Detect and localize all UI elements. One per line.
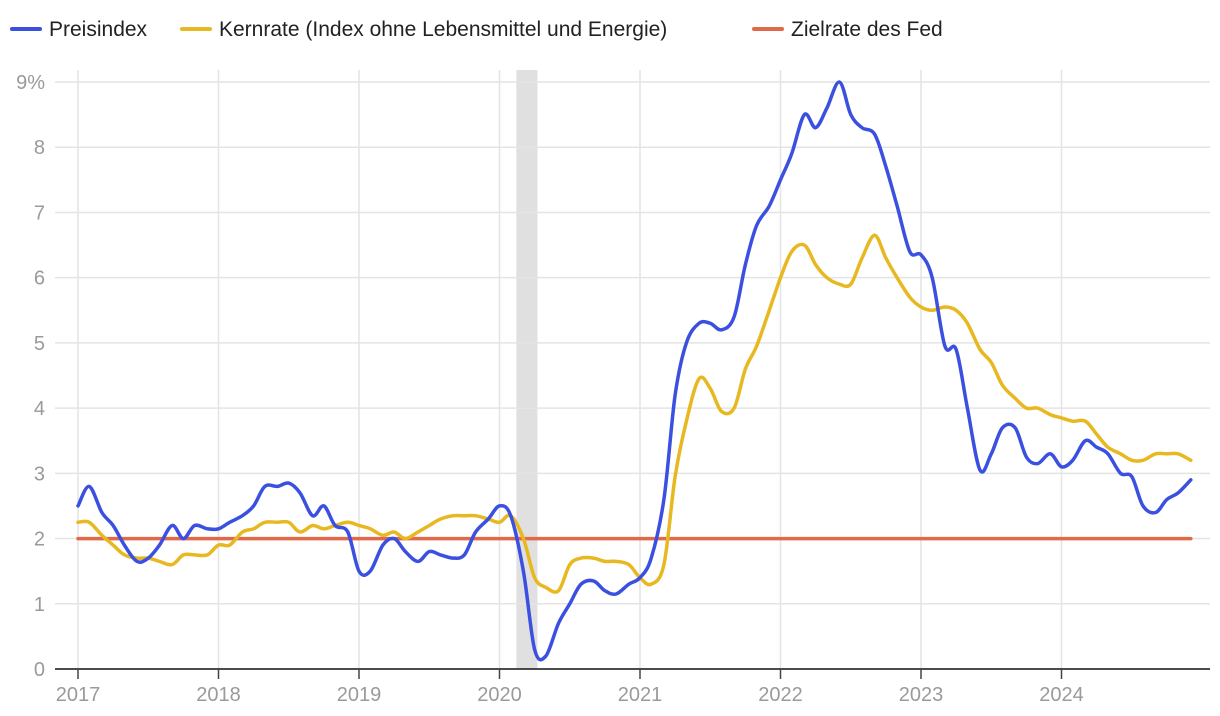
x-axis-labels: 2017 2018 2019 2020 2021 2022 2023 2024 [56,684,1084,706]
y-tick-label-5: 5 [34,333,45,355]
x-tick-label-2021: 2021 [618,684,663,706]
x-tick-label-2023: 2023 [899,684,944,706]
series-line-kernrate-index-ohne-lebensmittel-und-energie [76,233,1193,594]
y-tick-label-8: 8 [34,137,45,159]
x-axis-ticks [77,669,1063,679]
shaded-region-recession-2020 [516,70,538,669]
y-tick-label-7: 7 [34,202,45,224]
x-tick-label-2022: 2022 [758,684,803,706]
legend-label-zielrate-des-fed: Zielrate des Fed [791,18,943,41]
y-tick-label-2: 2 [34,529,45,551]
series-lines [76,80,1193,662]
horizontal-gridlines [55,81,1210,605]
legend-label-preisindex: Preisindex [49,18,148,41]
x-tick-label-2017: 2017 [56,684,101,706]
y-tick-label-4: 4 [34,398,45,420]
legend-label-kernrate-index-ohne-lebensmittel-und-energie: Kernrate (Index ohne Lebensmittel und En… [219,18,667,41]
shaded-regions [516,70,538,669]
y-axis-labels: 0 1 2 3 4 5 6 7 8 9% [16,72,45,681]
y-tick-label-9: 9% [16,72,45,94]
legend: Preisindex Kernrate (Index ohne Lebensmit… [10,18,943,41]
x-tick-label-2018: 2018 [196,684,241,706]
y-tick-label-6: 6 [34,268,45,290]
y-tick-label-0: 0 [34,659,45,681]
x-tick-label-2020: 2020 [477,684,522,706]
y-tick-label-1: 1 [34,594,45,616]
y-tick-label-3: 3 [34,463,45,485]
vertical-gridlines [77,70,1063,669]
x-tick-label-2019: 2019 [337,684,382,706]
series-line-preisindex [76,80,1193,662]
x-tick-label-2024: 2024 [1039,684,1084,706]
